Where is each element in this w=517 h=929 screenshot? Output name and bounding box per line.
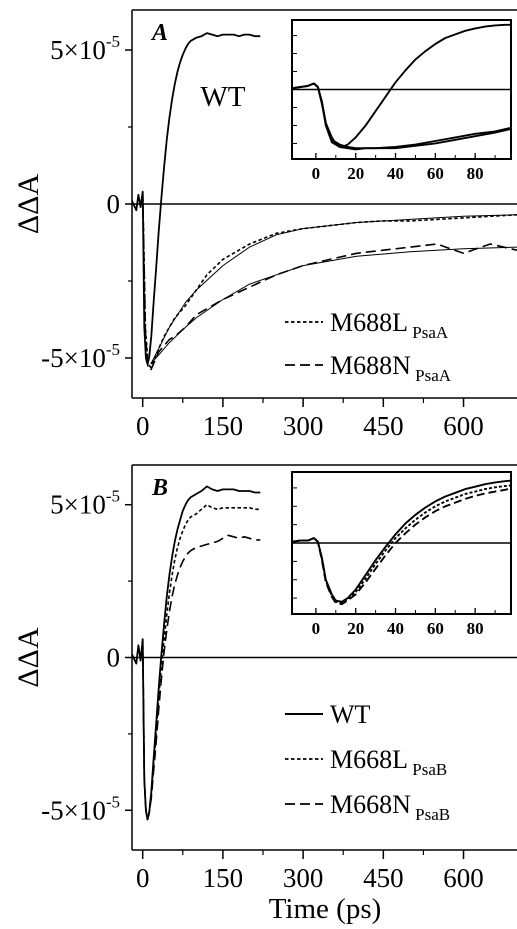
y-tick-label: -5×10-5: [41, 340, 120, 373]
x-tick-label: 0: [136, 411, 150, 441]
x-tick-label: 150: [203, 411, 244, 441]
x-tick-label: 450: [363, 863, 404, 893]
legend-label: M688N PsaA: [330, 351, 452, 385]
series-line-M668L: [141, 503, 261, 821]
inset: 0 20 40 60 80: [291, 471, 512, 638]
y-tick-label: 5×10-5: [50, 487, 120, 520]
y-axis-label: ΔΔA: [12, 174, 45, 235]
legend-label: M688L PsaA: [330, 308, 449, 342]
y-tick-label: -5×10-5: [41, 792, 120, 825]
inset: 0 20 40 60 80: [291, 19, 512, 183]
x-axis-label: Time (ps): [269, 893, 382, 925]
legend: WT M668L PsaB M668N PsaB: [285, 700, 450, 824]
x-tick-label: 450: [363, 411, 404, 441]
x-tick-label: 300: [283, 411, 324, 441]
legend-label: WT: [330, 700, 371, 729]
inset-x-tick-label: 40: [387, 619, 404, 638]
y-axis-label: ΔΔA: [12, 627, 45, 688]
inset-x-tick-label: 0: [312, 619, 321, 638]
y-tick-label: 0: [107, 643, 121, 673]
y-tick-label: 0: [107, 189, 121, 219]
legend: M688L PsaA M688N PsaA: [285, 308, 452, 385]
series-line-M688N: [141, 191, 517, 372]
inset-x-tick-label: 60: [427, 619, 444, 638]
inset-x-tick-label: 80: [467, 619, 484, 638]
inset-x-tick-label: 40: [387, 164, 404, 183]
series-line-WT: [131, 32, 261, 365]
series-line-M688L: [141, 191, 517, 368]
inset-x-tick-label: 60: [427, 164, 444, 183]
x-tick-label: 150: [203, 863, 244, 893]
inset-x-tick-label: 80: [467, 164, 484, 183]
series-line-fit-M688N: [150, 246, 517, 365]
x-tick-label: 0: [136, 863, 150, 893]
panel-label: A: [150, 20, 168, 46]
inset-series-line-M668N: [291, 487, 512, 606]
series-line-M668N: [141, 534, 261, 821]
x-tick-label: 600: [443, 863, 484, 893]
inset-x-tick-label: 20: [347, 619, 364, 638]
legend-label: M668L PsaB: [330, 745, 447, 779]
panel-label: B: [151, 475, 168, 501]
y-tick-label: 5×10-5: [50, 32, 120, 65]
inset-x-tick-label: 0: [312, 164, 321, 183]
series-line-fit-M688L: [150, 214, 517, 365]
x-tick-label: 600: [443, 411, 484, 441]
x-tick-label: 300: [283, 863, 324, 893]
panel-annotation: WT: [200, 81, 245, 113]
legend-label: M668N PsaB: [330, 790, 450, 824]
series-line-WT: [131, 485, 261, 821]
inset-series-line-M688N: [291, 82, 512, 151]
inset-x-tick-label: 20: [347, 164, 364, 183]
